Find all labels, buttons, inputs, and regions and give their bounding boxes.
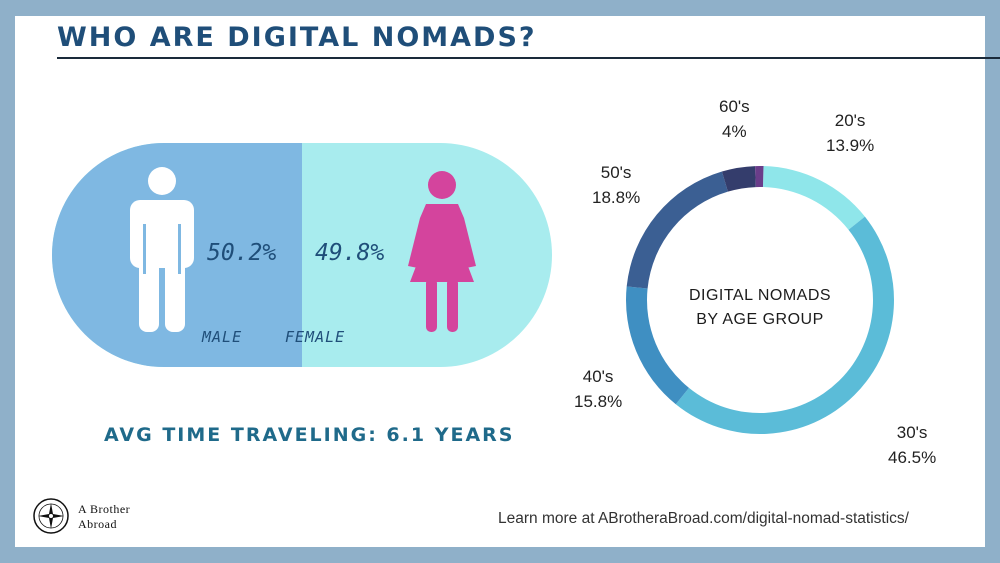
female-percent: 49.8%: [315, 240, 385, 266]
slice-label-20s: 20's 13.9%: [826, 108, 874, 158]
donut-slice-20s: [762, 166, 865, 230]
donut-slice-30s: [675, 216, 894, 434]
brand-name: A Brother Abroad: [78, 502, 130, 532]
slice-label-60s: 60's 4%: [719, 94, 750, 144]
brand-line-1: A Brother: [78, 502, 131, 516]
female-label: FEMALE: [285, 328, 346, 346]
slice-value: 13.9%: [826, 136, 875, 155]
donut-center-line-2: BY AGE GROUP: [696, 311, 824, 328]
slice-category: 50's: [600, 163, 632, 182]
slice-label-40s: 40's 15.8%: [574, 364, 622, 414]
brand-line-2: Abroad: [78, 517, 117, 531]
donut-center-line-1: DIGITAL NOMADS: [688, 287, 832, 304]
slice-category: 20's: [834, 111, 866, 130]
slice-category: 40's: [582, 367, 614, 386]
learn-more-link[interactable]: Learn more at ABrotheraBroad.com/digital…: [498, 510, 909, 527]
male-label: MALE: [202, 328, 243, 346]
slice-value: 46.5%: [888, 448, 937, 467]
title-divider: [57, 57, 1000, 59]
donut-center-label: DIGITAL NOMADS BY AGE GROUP: [660, 284, 860, 332]
slice-label-50s: 50's 18.8%: [592, 160, 640, 210]
slice-category: 60's: [719, 97, 750, 116]
slice-value: 4%: [722, 122, 747, 141]
slice-value: 18.8%: [592, 188, 641, 207]
page-title: WHO ARE DIGITAL NOMADS?: [57, 22, 537, 53]
slice-label-30s: 30's 46.5%: [888, 420, 936, 470]
avg-time-traveling: AVG TIME TRAVELING: 6.1 YEARS: [104, 424, 515, 446]
donut-slice-40s: [626, 286, 689, 405]
slice-value: 15.8%: [574, 392, 623, 411]
female-person-icon: [408, 171, 476, 332]
donut-slice-other: [755, 166, 764, 188]
slice-category: 30's: [896, 423, 928, 442]
age-group-donut-chart: [626, 166, 894, 434]
donut-slice-60s: [721, 166, 756, 192]
male-percent: 50.2%: [207, 240, 277, 266]
compass-logo-icon: [33, 498, 69, 534]
donut-slice-50s: [626, 171, 728, 289]
male-person-icon: [130, 167, 194, 332]
